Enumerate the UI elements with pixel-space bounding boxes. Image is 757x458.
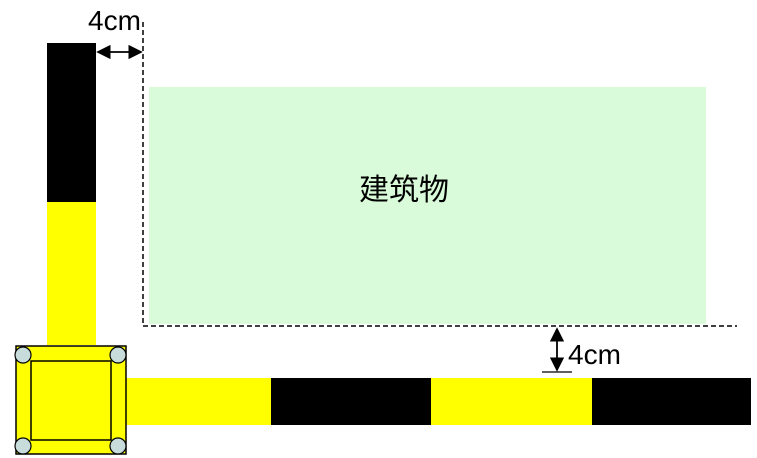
bolt-icon [14, 437, 32, 455]
bottom-gap-label: 4cm [568, 339, 621, 370]
vertical-barrier-black-segment [47, 43, 96, 202]
corner-base-plate-inner [30, 360, 112, 441]
horizontal-barrier-black-segment [271, 378, 431, 425]
bolt-icon [14, 346, 32, 364]
bolt-icon [109, 346, 127, 364]
building-area [149, 87, 706, 324]
corner-base-plate [15, 345, 127, 455]
building-label: 建筑物 [359, 173, 449, 208]
horizontal-barrier-yellow-segment [431, 378, 592, 425]
horizontal-barrier-yellow-segment [125, 378, 271, 425]
vertical-barrier-yellow-segment [47, 202, 96, 345]
bolt-icon [109, 437, 127, 455]
horizontal-barrier-black-segment [592, 378, 751, 425]
top-gap-label: 4cm [88, 5, 141, 36]
